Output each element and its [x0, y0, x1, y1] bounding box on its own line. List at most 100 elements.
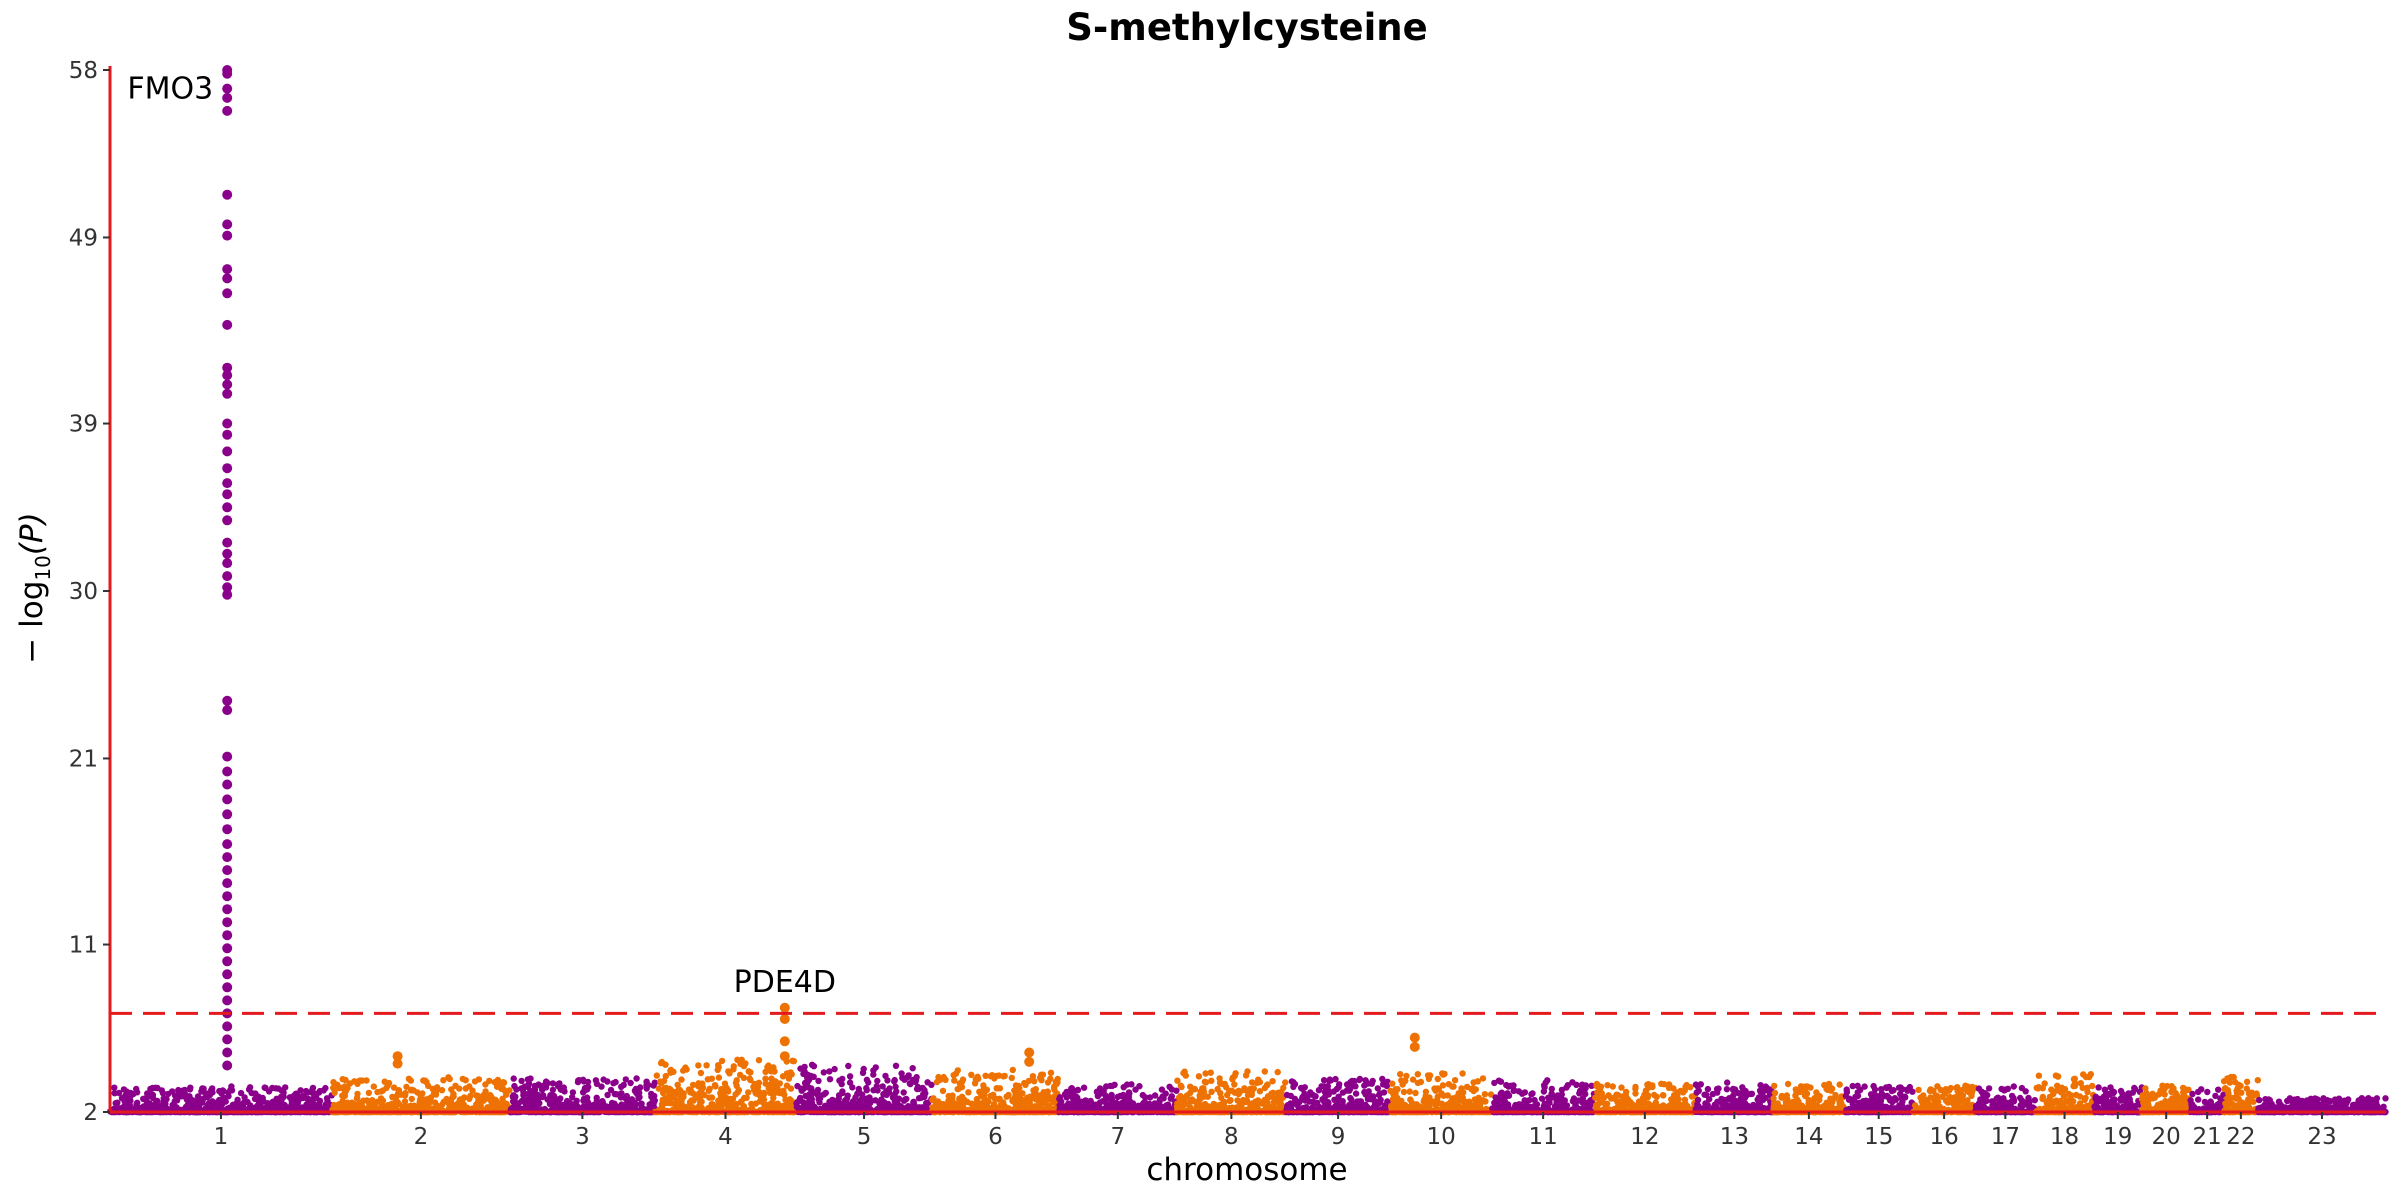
- snp-point: [689, 1081, 697, 1089]
- snp-point: [1164, 1101, 1172, 1108]
- snp-point: [538, 1086, 546, 1094]
- snp-point: [1297, 1084, 1305, 1092]
- snp-point: [934, 1098, 942, 1105]
- snp-point: [1231, 1081, 1238, 1088]
- snp-point: [674, 1081, 681, 1089]
- snp-point: [581, 1103, 589, 1111]
- snp-point: [1447, 1098, 1455, 1106]
- snp-point: [121, 1097, 128, 1105]
- snp-point: [874, 1087, 881, 1094]
- snp-point: [846, 1079, 854, 1086]
- snp-point: [1422, 1088, 1430, 1096]
- snp-point: [972, 1076, 979, 1083]
- snp-point: [1449, 1083, 1456, 1090]
- snp-point: [456, 1096, 463, 1104]
- snp-point: [218, 1101, 226, 1108]
- chart-title: S-methylcysteine: [1066, 6, 1427, 49]
- snp-point: [549, 1080, 557, 1087]
- chromosome-2-points: [329, 1074, 514, 1116]
- snp-point: [1187, 1089, 1194, 1097]
- snp-point: [290, 1092, 298, 1099]
- snp-point: [810, 1073, 817, 1081]
- snp-point: [826, 1068, 833, 1075]
- snp-point: [643, 1078, 650, 1085]
- snp-point: [1306, 1098, 1313, 1105]
- snp-point: [174, 1091, 181, 1099]
- snp-point: [638, 1100, 645, 1108]
- snp-point: [1214, 1104, 1222, 1111]
- snp-point: [708, 1075, 715, 1082]
- snp-point: [344, 1085, 351, 1092]
- snp-point: [1231, 1072, 1238, 1080]
- snp-point: [475, 1076, 483, 1083]
- snp-point: [1186, 1098, 1194, 1105]
- chromosome-10-points: [1387, 1070, 1496, 1116]
- snp-point: [556, 1080, 563, 1087]
- snp-point: [1109, 1082, 1116, 1090]
- snp-point: [241, 1094, 248, 1101]
- snp-point: [1093, 1088, 1101, 1095]
- snp-point: [1320, 1077, 1328, 1084]
- snp-point: [826, 1076, 834, 1083]
- snp-point: [1352, 1090, 1360, 1097]
- snp-point: [1274, 1068, 1281, 1076]
- snp-point: [1301, 1090, 1308, 1098]
- snp-point: [618, 1083, 625, 1091]
- snp-point: [309, 1084, 317, 1092]
- snp-point: [968, 1071, 975, 1079]
- snp-point: [993, 1085, 1001, 1092]
- snp-point: [627, 1079, 634, 1087]
- snp-point: [863, 1087, 870, 1094]
- snp-point: [1438, 1090, 1445, 1097]
- snp-point: [1175, 1104, 1183, 1111]
- snp-point: [1037, 1100, 1044, 1107]
- snp-point: [338, 1084, 345, 1092]
- snp-point: [216, 1087, 223, 1095]
- snp-point: [942, 1076, 949, 1084]
- snp-point: [1439, 1082, 1447, 1089]
- snp-point: [1243, 1098, 1251, 1106]
- snp-point: [808, 1085, 815, 1092]
- snp-point: [1019, 1090, 1026, 1097]
- chromosome-3-points: [506, 1075, 658, 1116]
- snp-point: [1197, 1094, 1204, 1102]
- snp-point: [1030, 1087, 1037, 1094]
- snp-point: [815, 1092, 822, 1100]
- snp-point: [126, 1102, 133, 1109]
- snp-point: [671, 1088, 679, 1096]
- snp-point: [982, 1072, 989, 1080]
- snp-point: [204, 1093, 211, 1101]
- snp-point: [1266, 1093, 1274, 1101]
- snp-point: [1047, 1069, 1055, 1077]
- snp-point: [785, 1075, 793, 1082]
- snp-point: [431, 1099, 439, 1106]
- snp-point: [432, 1091, 440, 1098]
- snp-point: [1154, 1100, 1162, 1107]
- snp-point: [272, 1085, 280, 1092]
- snp-point: [561, 1088, 568, 1095]
- snp-point: [670, 1094, 677, 1101]
- snp-point: [892, 1083, 899, 1091]
- snp-point: [487, 1092, 494, 1099]
- snp-point: [1180, 1069, 1187, 1077]
- snp-point: [1426, 1072, 1434, 1079]
- snp-point: [1459, 1070, 1466, 1077]
- snp-point: [958, 1093, 966, 1101]
- snp-point: [1020, 1101, 1028, 1108]
- snp-point: [1324, 1083, 1332, 1090]
- snp-point: [363, 1097, 371, 1104]
- snp-point: [603, 1103, 610, 1111]
- snp-point: [845, 1062, 852, 1070]
- snp-point: [872, 1097, 879, 1104]
- snp-point: [408, 1086, 416, 1094]
- snp-point: [445, 1097, 452, 1104]
- snp-point: [1039, 1091, 1046, 1098]
- snp-point: [801, 1102, 808, 1110]
- snp-point: [285, 1104, 292, 1111]
- snp-point: [531, 1082, 538, 1090]
- snp-point: [580, 1097, 587, 1105]
- snp-point: [1141, 1098, 1149, 1106]
- snp-point: [499, 1095, 506, 1103]
- snp-point: [738, 1099, 745, 1107]
- snp-point: [697, 1069, 705, 1077]
